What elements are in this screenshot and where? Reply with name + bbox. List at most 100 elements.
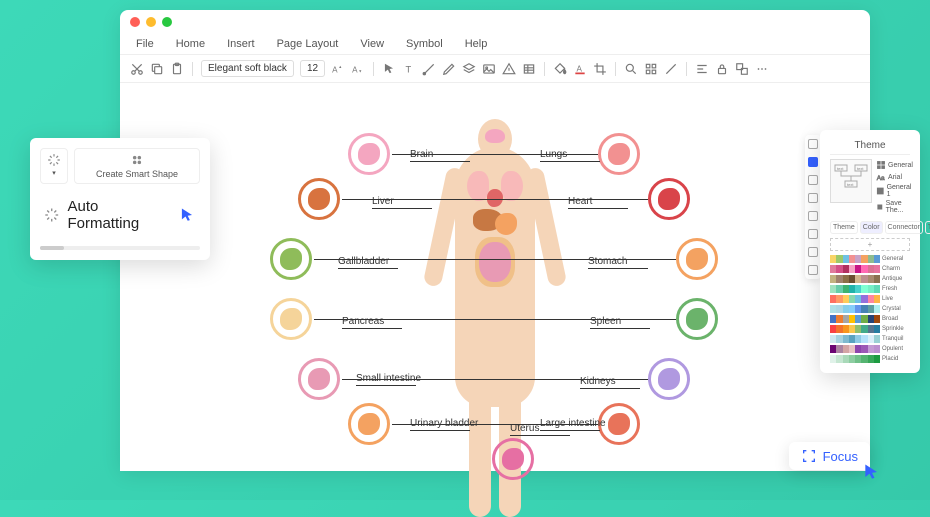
- menu-view[interactable]: View: [360, 38, 384, 50]
- font-inc-icon[interactable]: A▴: [331, 62, 345, 76]
- organ-lungs[interactable]: [598, 133, 640, 175]
- organ-label: Kidneys: [580, 376, 616, 387]
- menu-symbol[interactable]: Symbol: [406, 38, 443, 50]
- palette-opulent[interactable]: Opulent: [830, 345, 910, 353]
- theme-opt[interactable]: General: [876, 159, 913, 171]
- organ-small-intestine[interactable]: [298, 358, 340, 400]
- crop-icon[interactable]: [593, 62, 607, 76]
- theme-opt[interactable]: AaArial: [876, 171, 913, 183]
- theme-opt[interactable]: General 1: [876, 183, 913, 199]
- add-palette[interactable]: +: [830, 238, 910, 251]
- copy-icon[interactable]: [150, 62, 164, 76]
- grid-icon[interactable]: [644, 62, 658, 76]
- textcolor-icon[interactable]: A: [573, 62, 587, 76]
- svg-text:T: T: [406, 64, 412, 74]
- svg-text:▴: ▴: [339, 63, 342, 68]
- palette-placid[interactable]: Placid: [830, 355, 910, 363]
- table-icon[interactable]: [522, 62, 536, 76]
- organ-heart[interactable]: [648, 178, 690, 220]
- organ-gallbladder[interactable]: [270, 238, 312, 280]
- close-dot[interactable]: [130, 17, 140, 27]
- cut-icon[interactable]: [130, 62, 144, 76]
- theme-preview[interactable]: texttexttext: [830, 159, 872, 203]
- rail-icon[interactable]: [808, 175, 818, 185]
- menu-insert[interactable]: Insert: [227, 38, 255, 50]
- organ-spleen[interactable]: [676, 298, 718, 340]
- pointer-icon[interactable]: [382, 62, 396, 76]
- palette-sprinkle[interactable]: Sprinkle: [830, 325, 910, 333]
- auto-formatting-label: Auto Formatting: [67, 198, 170, 232]
- create-smart-shape-btn[interactable]: Create Smart Shape: [74, 148, 200, 184]
- rail-icon[interactable]: [808, 247, 818, 257]
- palette-charm[interactable]: Charm: [830, 265, 910, 273]
- menu-home[interactable]: Home: [176, 38, 205, 50]
- zoom-icon[interactable]: [624, 62, 638, 76]
- svg-text:text: text: [847, 182, 854, 187]
- organ-kidneys[interactable]: [648, 358, 690, 400]
- font-size-select[interactable]: 12: [300, 60, 325, 77]
- font-dec-icon[interactable]: A▾: [351, 62, 365, 76]
- text-icon[interactable]: T: [402, 62, 416, 76]
- palette-live[interactable]: Live: [830, 295, 910, 303]
- organ-pancreas[interactable]: [270, 298, 312, 340]
- titlebar: [120, 10, 870, 34]
- line-icon[interactable]: [664, 62, 678, 76]
- more-icon[interactable]: [755, 62, 769, 76]
- svg-text:▾: ▾: [359, 68, 362, 73]
- paste-icon[interactable]: [170, 62, 184, 76]
- theme-tab-connector[interactable]: Connector: [885, 221, 923, 234]
- slider[interactable]: [40, 246, 200, 250]
- palette-general[interactable]: General: [830, 255, 910, 263]
- organ-uterus[interactable]: [492, 438, 534, 480]
- rail-icon[interactable]: [808, 265, 818, 275]
- image-icon[interactable]: [482, 62, 496, 76]
- theme-tab-theme[interactable]: Theme: [830, 221, 858, 234]
- rail-icon[interactable]: [808, 139, 818, 149]
- align-icon[interactable]: [695, 62, 709, 76]
- rail-icon[interactable]: [808, 211, 818, 221]
- create-smart-shape-label: Create Smart Shape: [96, 169, 178, 179]
- lock-icon[interactable]: [715, 62, 729, 76]
- palette-fresh[interactable]: Fresh: [830, 285, 910, 293]
- svg-text:A: A: [352, 65, 358, 74]
- group-icon[interactable]: [735, 62, 749, 76]
- organ-label: Stomach: [588, 256, 627, 267]
- organ-label: Spleen: [590, 316, 621, 327]
- organ-label: Pancreas: [342, 316, 384, 327]
- human-figure: [455, 147, 535, 407]
- warning-icon[interactable]: [502, 62, 516, 76]
- organ-brain[interactable]: [348, 133, 390, 175]
- menu-help[interactable]: Help: [465, 38, 488, 50]
- theme-tab-text[interactable]: Text: [925, 221, 930, 234]
- organ-urinary-bladder[interactable]: [348, 403, 390, 445]
- canvas[interactable]: BrainLiverGallbladderPancreasSmall intes…: [120, 83, 870, 471]
- rail-icon[interactable]: [808, 193, 818, 203]
- rail-icon[interactable]: [808, 157, 818, 167]
- connector-icon[interactable]: [422, 62, 436, 76]
- palette-tranquil[interactable]: Tranquil: [830, 335, 910, 343]
- palette-broad[interactable]: Broad: [830, 315, 910, 323]
- focus-button[interactable]: Focus: [789, 442, 870, 470]
- toolbar: Elegant soft black 12 A▴ A▾ T A: [120, 55, 870, 83]
- theme-tab-color[interactable]: Color: [860, 221, 883, 234]
- layers-icon[interactable]: [462, 62, 476, 76]
- menu-file[interactable]: File: [136, 38, 154, 50]
- organ-label: Heart: [568, 196, 592, 207]
- theme-opt[interactable]: Save The...: [876, 199, 913, 215]
- menu-page-layout[interactable]: Page Layout: [277, 38, 339, 50]
- pen-icon[interactable]: [442, 62, 456, 76]
- fill-icon[interactable]: [553, 62, 567, 76]
- organ-stomach[interactable]: [676, 238, 718, 280]
- font-select[interactable]: Elegant soft black: [201, 60, 294, 77]
- organ-liver[interactable]: [298, 178, 340, 220]
- min-dot[interactable]: [146, 17, 156, 27]
- cursor-icon: [179, 206, 196, 224]
- rail-icon[interactable]: [808, 229, 818, 239]
- theme-panel: Theme texttexttext GeneralAaArialGeneral…: [820, 130, 920, 373]
- svg-text:A: A: [332, 65, 338, 74]
- max-dot[interactable]: [162, 17, 172, 27]
- sparkle-btn[interactable]: ▾: [40, 148, 68, 184]
- palette-crystal[interactable]: Crystal: [830, 305, 910, 313]
- auto-formatting-item[interactable]: Auto Formatting: [40, 192, 200, 238]
- palette-antique[interactable]: Antique: [830, 275, 910, 283]
